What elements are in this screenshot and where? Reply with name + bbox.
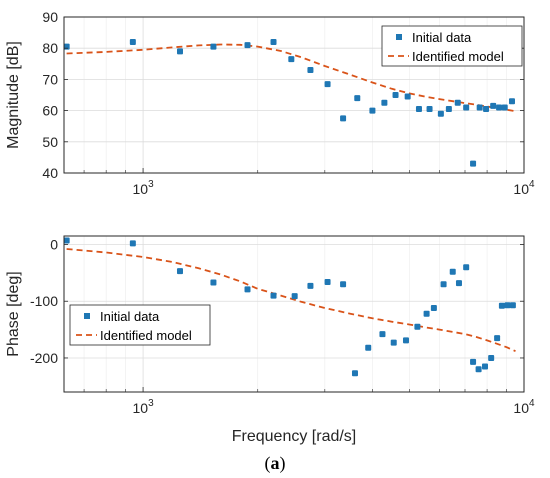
magnitude-data-point bbox=[340, 115, 347, 122]
phase-legend-model-label: Identified model bbox=[100, 328, 192, 343]
magnitude-data-point bbox=[369, 107, 376, 114]
figure-caption: (a) bbox=[265, 453, 286, 474]
magnitude-x-tick-label: 104 bbox=[513, 179, 535, 197]
phase-legend-data-label: Initial data bbox=[100, 309, 160, 324]
phase-data-point bbox=[470, 358, 477, 365]
magnitude-data-point bbox=[270, 38, 277, 45]
magnitude-data-point bbox=[244, 42, 251, 49]
magnitude-data-point bbox=[454, 99, 461, 106]
phase-data-point bbox=[455, 280, 462, 287]
phase-y-tick-label: -200 bbox=[30, 350, 58, 366]
caption-letter: a bbox=[271, 453, 280, 473]
phase-data-point bbox=[430, 305, 437, 312]
phase-data-point bbox=[494, 335, 501, 342]
magnitude-data-point bbox=[307, 67, 314, 74]
phase-y-tick-label: 0 bbox=[50, 237, 58, 253]
magnitude-legend-data-label: Initial data bbox=[412, 30, 472, 45]
caption-close-paren: ) bbox=[280, 453, 286, 474]
caption-open-paren: ( bbox=[265, 453, 271, 474]
magnitude-data-point bbox=[463, 104, 470, 111]
magnitude-data-point bbox=[508, 98, 515, 105]
magnitude-y-tick-label: 60 bbox=[42, 103, 58, 119]
phase-data-point bbox=[504, 302, 511, 309]
phase-axes-box bbox=[63, 235, 525, 393]
magnitude-y-tick-label: 70 bbox=[42, 71, 58, 87]
magnitude-legend: Initial data Identified model bbox=[381, 25, 523, 67]
phase-data-point bbox=[498, 302, 505, 309]
phase-data-point bbox=[324, 278, 331, 285]
magnitude-data-point bbox=[445, 106, 452, 113]
magnitude-data-point bbox=[324, 81, 331, 88]
magnitude-data-point bbox=[129, 38, 136, 45]
phase-data-point bbox=[390, 339, 397, 346]
magnitude-data-point bbox=[437, 110, 444, 117]
phase-data-point bbox=[365, 344, 372, 351]
magnitude-y-tick-label: 50 bbox=[42, 134, 58, 150]
phase-legend: Initial data Identified model bbox=[69, 304, 211, 346]
magnitude-data-point bbox=[426, 106, 433, 113]
magnitude-axes-box bbox=[63, 16, 525, 174]
phase-data-point bbox=[414, 323, 421, 330]
magnitude-legend-model-label: Identified model bbox=[412, 49, 504, 64]
phase-legend-box bbox=[69, 304, 211, 346]
magnitude-legend-box bbox=[381, 25, 523, 67]
phase-data-point bbox=[63, 237, 70, 244]
phase-data-point bbox=[402, 337, 409, 344]
phase-panel: 0 -100 -200 103 104 Phase [deg] Frequency [r… bbox=[5, 235, 535, 445]
phase-y-axis-label: Phase [deg] bbox=[5, 271, 22, 356]
magnitude-data-point bbox=[476, 104, 483, 111]
phase-legend-data-marker bbox=[84, 313, 90, 319]
phase-data-point bbox=[463, 264, 470, 271]
phase-x-tick-label: 103 bbox=[133, 398, 155, 416]
phase-data-point bbox=[291, 293, 298, 300]
phase-data-point bbox=[379, 331, 386, 338]
magnitude-y-tick-label: 40 bbox=[42, 165, 58, 181]
phase-data-point bbox=[129, 240, 136, 247]
phase-data-point bbox=[449, 268, 456, 275]
phase-data-point bbox=[307, 282, 314, 289]
phase-data-point bbox=[488, 354, 495, 361]
phase-data-point bbox=[440, 281, 447, 288]
magnitude-data-point bbox=[496, 104, 503, 111]
phase-data-point bbox=[482, 363, 489, 370]
phase-data-point bbox=[210, 279, 217, 286]
phase-data-point bbox=[423, 310, 430, 317]
magnitude-y-axis-label: Magnitude [dB] bbox=[5, 41, 22, 149]
magnitude-legend-data-marker bbox=[396, 34, 402, 40]
phase-data-point bbox=[340, 281, 347, 288]
magnitude-data-point bbox=[501, 104, 508, 111]
phase-data-point bbox=[351, 370, 358, 377]
magnitude-data-point bbox=[490, 102, 497, 109]
phase-data-point bbox=[176, 268, 183, 275]
magnitude-data-point bbox=[404, 93, 411, 100]
magnitude-data-point bbox=[176, 48, 183, 55]
phase-y-tick-label: -100 bbox=[30, 293, 58, 309]
magnitude-data-point bbox=[63, 43, 70, 50]
magnitude-y-tick-label: 80 bbox=[42, 40, 58, 56]
magnitude-data-point bbox=[210, 43, 217, 50]
phase-data-point bbox=[475, 366, 482, 373]
phase-data-point bbox=[244, 286, 251, 293]
magnitude-panel: 40 50 60 70 80 90 103 104 Magnitude [dB] Initia… bbox=[5, 9, 535, 197]
magnitude-data-point bbox=[470, 160, 477, 167]
magnitude-data-point bbox=[392, 92, 399, 98]
magnitude-data-point bbox=[288, 56, 295, 63]
phase-data-point bbox=[509, 302, 516, 309]
magnitude-data-point bbox=[415, 106, 422, 113]
magnitude-data-point bbox=[381, 99, 388, 106]
phase-x-axis-label: Frequency [rad/s] bbox=[232, 428, 357, 445]
phase-data-point bbox=[270, 292, 277, 299]
magnitude-data-point bbox=[483, 106, 490, 113]
phase-model-line bbox=[66, 248, 516, 353]
magnitude-y-tick-label: 90 bbox=[42, 9, 58, 25]
phase-x-tick-label: 104 bbox=[513, 398, 535, 416]
magnitude-data-point bbox=[354, 95, 361, 102]
magnitude-x-tick-label: 103 bbox=[133, 179, 155, 197]
